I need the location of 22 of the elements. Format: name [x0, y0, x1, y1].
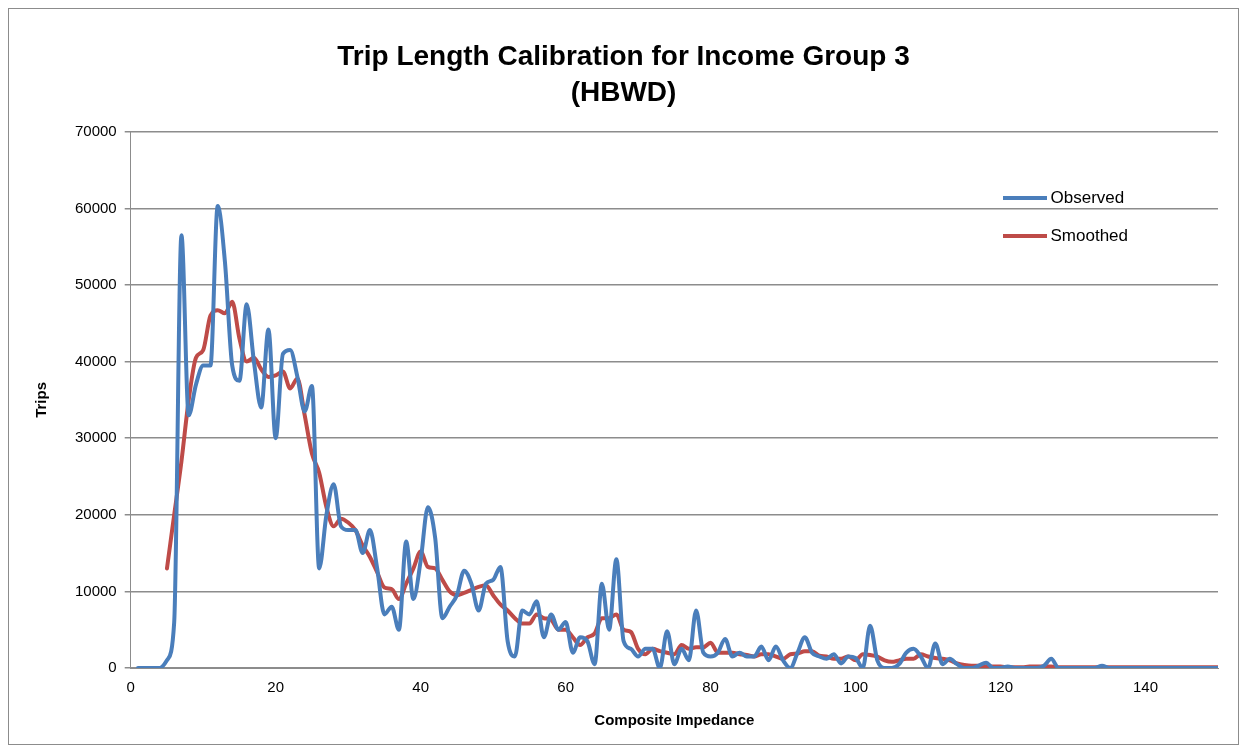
legend-label: Smoothed	[1050, 226, 1128, 246]
y-tick-label: 20000	[74, 504, 117, 522]
y-tick-label: 10000	[74, 581, 117, 599]
line-series	[135, 204, 1218, 668]
x-tick-label: 20	[267, 678, 285, 696]
x-tick-label: 140	[1133, 678, 1159, 696]
x-tick-label: 0	[126, 678, 135, 696]
y-axis-title: Trips	[32, 381, 50, 418]
y-tick-label: 0	[108, 658, 117, 676]
x-tick-label: 40	[412, 678, 429, 696]
chart-title: Trip Length Calibration for Income Group 3 (HBWD)	[337, 39, 910, 108]
x-tick-label: 120	[988, 678, 1014, 696]
y-tick-label: 30000	[74, 428, 117, 446]
x-tick-label: 100	[843, 678, 869, 696]
x-tick-label: 60	[557, 678, 574, 696]
x-axis-title: Composite Impedance	[594, 711, 755, 729]
y-tick-label: 60000	[74, 198, 117, 216]
legend-label: Observed	[1050, 188, 1125, 208]
y-tick-label: 70000	[74, 121, 117, 139]
y-tick-label: 40000	[74, 351, 117, 369]
y-tick-label: 50000	[74, 275, 117, 293]
x-tick-label: 80	[702, 678, 719, 696]
